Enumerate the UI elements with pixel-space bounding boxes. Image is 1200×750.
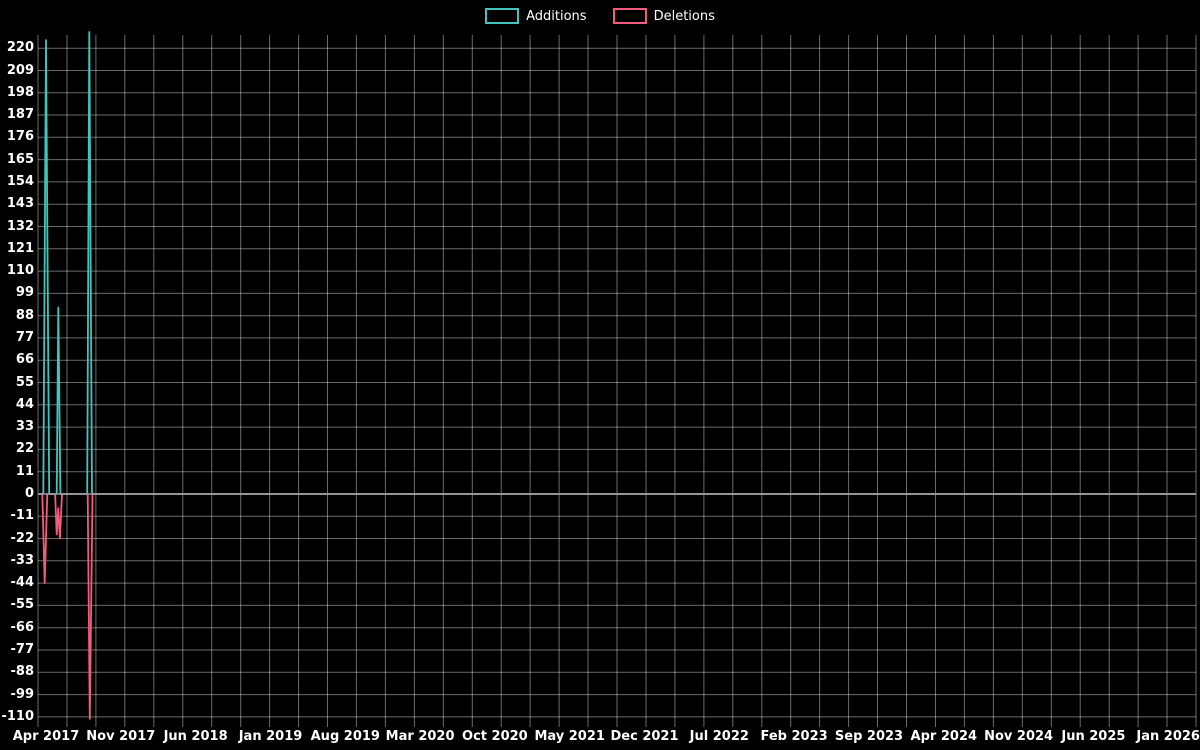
y-axis-tick-label: -88 — [10, 664, 35, 680]
legend-item-additions: Additions — [485, 8, 587, 24]
x-axis-tick-label: Jan 2026 — [1136, 729, 1200, 744]
y-axis-tick-label: -44 — [10, 575, 35, 591]
x-axis-tick-label: Jun 2025 — [1061, 729, 1126, 744]
y-axis-tick-label: 154 — [6, 173, 34, 189]
y-axis-tick-label: 110 — [6, 263, 34, 279]
x-axis-tick-label: Mar 2020 — [385, 729, 455, 744]
y-axis-tick-label: 176 — [6, 129, 34, 145]
y-axis-tick-label: -99 — [10, 686, 35, 702]
deletions-swatch — [612, 8, 647, 24]
x-axis-tick-label: Jun 2018 — [163, 729, 228, 744]
x-axis-tick-label: Jan 2019 — [238, 729, 303, 744]
y-axis-tick-label: -110 — [1, 708, 34, 724]
additions-line — [38, 31, 1196, 495]
x-axis-tick-label: Nov 2017 — [86, 729, 156, 744]
y-axis-tick-label: 143 — [6, 196, 34, 212]
y-axis-tick-label: 33 — [15, 419, 34, 435]
y-axis-tick-label: 198 — [6, 84, 34, 100]
x-axis-tick-label: Jul 2022 — [689, 729, 749, 744]
y-axis-tick-label: 220 — [6, 40, 34, 56]
legend-label-additions: Additions — [526, 8, 587, 24]
y-axis-tick-label: -55 — [10, 597, 35, 613]
additions-swatch — [485, 8, 520, 24]
x-axis-tick-label: Aug 2019 — [310, 729, 380, 744]
x-axis-tick-label: Apr 2017 — [12, 729, 80, 744]
x-axis-tick-label: Oct 2020 — [462, 729, 528, 744]
x-axis-tick-label: May 2021 — [534, 729, 605, 744]
legend-item-deletions: Deletions — [612, 8, 715, 24]
y-axis-tick-label: 55 — [15, 374, 34, 390]
y-axis-tick-label: 0 — [24, 486, 34, 501]
x-axis-tick-label: Dec 2021 — [610, 729, 679, 744]
x-axis: Apr 2017 Nov 2017 Jun 2018 Jan 2019 Aug 2019… — [0, 729, 1200, 749]
y-axis-tick-label: 88 — [15, 307, 34, 323]
y-axis-tick-label: 44 — [15, 396, 34, 412]
y-axis-tick-label: 209 — [6, 62, 34, 78]
y-axis-tick-label: -77 — [10, 642, 35, 657]
y-axis-tick-label: -11 — [10, 508, 35, 524]
deletions-line — [38, 493, 1196, 720]
legend-label-deletions: Deletions — [653, 8, 715, 24]
x-axis-tick-label: Sep 2023 — [834, 729, 904, 744]
y-axis-tick-label: 99 — [15, 285, 34, 301]
y-axis-tick-label: 121 — [6, 240, 34, 256]
y-axis-tick-label: 66 — [15, 352, 34, 368]
y-axis-tick-label: 22 — [15, 441, 34, 457]
y-axis-tick-label: 187 — [6, 107, 34, 122]
x-axis-tick-label: Nov 2024 — [984, 729, 1054, 744]
x-axis-tick-label: Apr 2024 — [910, 729, 978, 744]
y-axis-tick-label: -22 — [10, 530, 35, 546]
y-axis-tick-label: 165 — [6, 151, 34, 167]
y-axis-tick-label: 77 — [15, 329, 34, 345]
y-axis-tick-label: -33 — [10, 552, 35, 568]
y-axis-tick-label: 11 — [15, 463, 34, 479]
chart-legend: Additions Deletions — [0, 8, 1200, 24]
x-axis-tick-label: Feb 2023 — [760, 729, 828, 744]
y-axis: 220 209 198 187 176 165 154 143 132 121 110 99 88 77 6… — [0, 0, 34, 750]
y-axis-tick-label: 132 — [6, 218, 34, 234]
y-axis-tick-label: -66 — [10, 619, 35, 635]
